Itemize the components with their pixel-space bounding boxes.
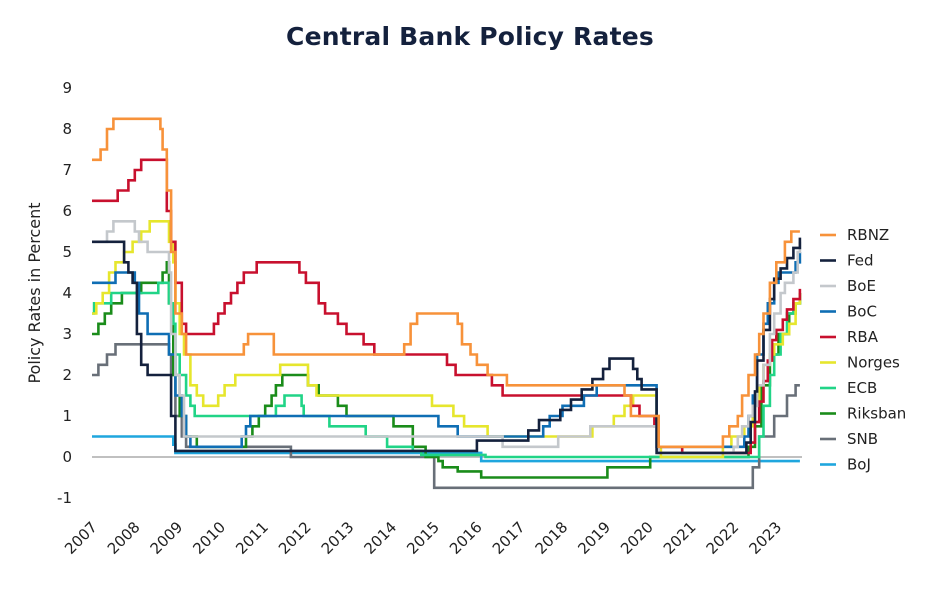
x-tick-label: 2020: [617, 518, 657, 558]
y-tick-label: 8: [62, 120, 72, 138]
x-tick-label: 2014: [360, 518, 400, 558]
y-tick-label: 9: [62, 79, 72, 97]
x-tick-label: 2016: [446, 518, 486, 558]
x-tick-label: 2012: [275, 518, 315, 558]
x-tick-label: 2021: [660, 518, 700, 558]
legend-label-riksban: Riksban: [847, 405, 906, 423]
series-line-fed: [92, 237, 802, 455]
legend-label-ecb: ECB: [847, 379, 877, 397]
legend-label-boj: BoJ: [847, 456, 871, 474]
y-tick-label: 6: [62, 202, 72, 220]
y-tick-label: 5: [62, 243, 72, 261]
legend-label-fed: Fed: [847, 252, 874, 270]
x-tick-label: 2018: [532, 518, 572, 558]
series-line-boc: [92, 252, 802, 449]
series-line-riksban: [92, 261, 802, 479]
x-tick-label: 2011: [232, 518, 272, 558]
chart-title: Central Bank Policy Rates: [286, 22, 654, 51]
series-line-norges: [92, 220, 802, 459]
legend-label-norges: Norges: [847, 354, 900, 372]
x-tick-label: 2007: [61, 518, 101, 558]
y-tick-label: 3: [62, 325, 72, 343]
x-tick-label: 2010: [189, 518, 229, 558]
y-tick-label: 1: [62, 407, 72, 425]
series-line-rbnz: [92, 117, 800, 449]
y-tick-label: -1: [57, 489, 72, 507]
legend-label-boc: BoC: [847, 303, 877, 321]
x-tick-label: 2019: [574, 518, 614, 558]
x-tick-label: 2023: [745, 518, 785, 558]
y-axis-title: Policy Rates in Percent: [25, 202, 44, 383]
x-tick-label: 2008: [104, 518, 144, 558]
y-tick-label: 2: [62, 366, 72, 384]
y-tick-label: 4: [62, 284, 72, 302]
x-tick-label: 2022: [703, 518, 743, 558]
x-tick-label: 2013: [318, 518, 358, 558]
x-tick-label: 2017: [489, 518, 529, 558]
legend-label-rbnz: RBNZ: [847, 226, 889, 244]
x-tick-label: 2009: [147, 518, 187, 558]
legend-label-boe: BoE: [847, 277, 876, 295]
series-line-rba: [92, 158, 802, 455]
series-line-boe: [92, 220, 802, 455]
y-tick-label: 7: [62, 161, 72, 179]
legend-label-snb: SNB: [847, 430, 878, 448]
series-line-ecb: [92, 281, 802, 459]
y-tick-label: 0: [62, 448, 72, 466]
legend-label-rba: RBA: [847, 328, 879, 346]
x-tick-label: 2015: [403, 518, 443, 558]
